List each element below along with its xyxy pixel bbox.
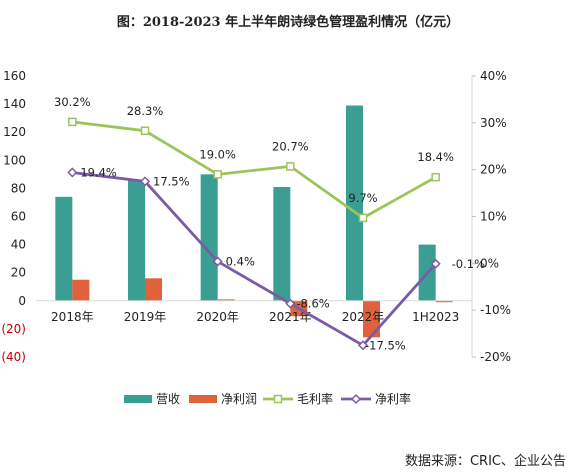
plot-area: 160 140 120 100 80 60 40 20 0 (20) (40) 40% 30% 20% 10… [1,69,511,364]
gross-margin-marker [213,170,222,179]
gross-margin-marker [140,126,150,136]
net-margin-label: -8.6% [296,297,329,311]
left-axis-tick-label: 80 [11,181,26,195]
left-axis-tick-label: 100 [3,153,26,167]
left-axis-tick-label: (20) [1,322,26,336]
net-margin-marker [212,256,223,267]
category-label: 2019年 [124,310,167,324]
category-label: 2022年 [342,310,385,324]
gross-margin-marker [358,213,368,223]
legend-swatch [124,395,152,403]
bar-net-profit [217,299,235,301]
bar-net-profit [72,279,90,301]
left-axis-tick-label: 20 [11,266,26,280]
category-label: 2020年 [196,310,239,324]
legend-label: 净利润 [221,392,257,406]
gross-margin-label: 20.7% [272,139,309,153]
legend-label: 营收 [156,392,180,406]
category-label: 2018年 [51,310,94,324]
bar-revenue [346,105,363,301]
right-axis-tick-label: 0% [480,256,499,270]
bar-net-profit [145,278,162,301]
legend: 营收 净利润 毛利率 净利率 [124,391,411,406]
left-axis-tick-label: 120 [3,125,26,139]
gross-margin-line [72,120,437,220]
bar-revenue [200,174,218,301]
source-note: 数据来源：CRIC、企业公告 [405,453,566,469]
legend-swatch [189,395,217,403]
gross-margin-label: 30.2% [54,95,91,109]
bar-net-profit [435,300,453,303]
gross-margin-marker [68,117,77,127]
net-margin-marker [357,340,369,351]
gross-margin-label: 19.0% [199,147,236,161]
gross-margin-label: 18.4% [417,150,454,164]
net-margin-marker [67,167,78,178]
chart-title: 图：2018-2023 年上半年朗诗绿色管理盈利情况（亿元） [117,14,459,30]
left-axis-tick-label: 60 [11,210,26,224]
right-axis-tick-label: -10% [480,303,511,317]
left-axis-tick-label: (40) [1,350,26,364]
gross-margin-label: 9.7% [348,191,377,205]
gross-margin-marker [431,172,440,182]
net-margin-marker [139,176,151,187]
net-margin-label: 17.5% [153,174,190,188]
net-margin-label: 19.4% [80,165,117,179]
left-axis-tick-label: 0 [18,294,26,308]
bar-revenue [55,196,73,301]
net-margin-label: 0.4% [226,254,255,268]
left-axis-tick-label: 160 [3,69,26,83]
right-axis-tick-label: 40% [480,69,507,83]
net-margin-label: -0.1% [452,257,485,271]
gross-margin-label: 28.3% [127,104,164,118]
right-axis-tick-label: -20% [480,350,511,364]
bar-revenue [128,179,145,301]
legend-marker [273,394,283,404]
net-margin-marker [285,298,296,309]
left-axis-tick-label: 40 [11,238,26,252]
legend-label: 毛利率 [297,391,333,406]
net-margin-marker [430,258,441,269]
legend-label: 净利率 [375,391,411,406]
net-margin-line [72,171,437,347]
right-axis-tick-label: 30% [480,116,507,130]
right-axis-tick-label: 10% [480,210,507,224]
legend-marker [350,393,362,405]
category-label: 1H2023 [412,310,459,324]
gross-margin-marker [286,162,295,171]
bar-net-profit [363,300,380,338]
right-axis-tick-label: 20% [480,163,507,177]
bar-revenue [273,186,291,301]
net-margin-label: -17.5% [365,338,406,352]
category-label: 2021年 [269,310,312,324]
left-axis-tick-label: 140 [3,97,26,111]
